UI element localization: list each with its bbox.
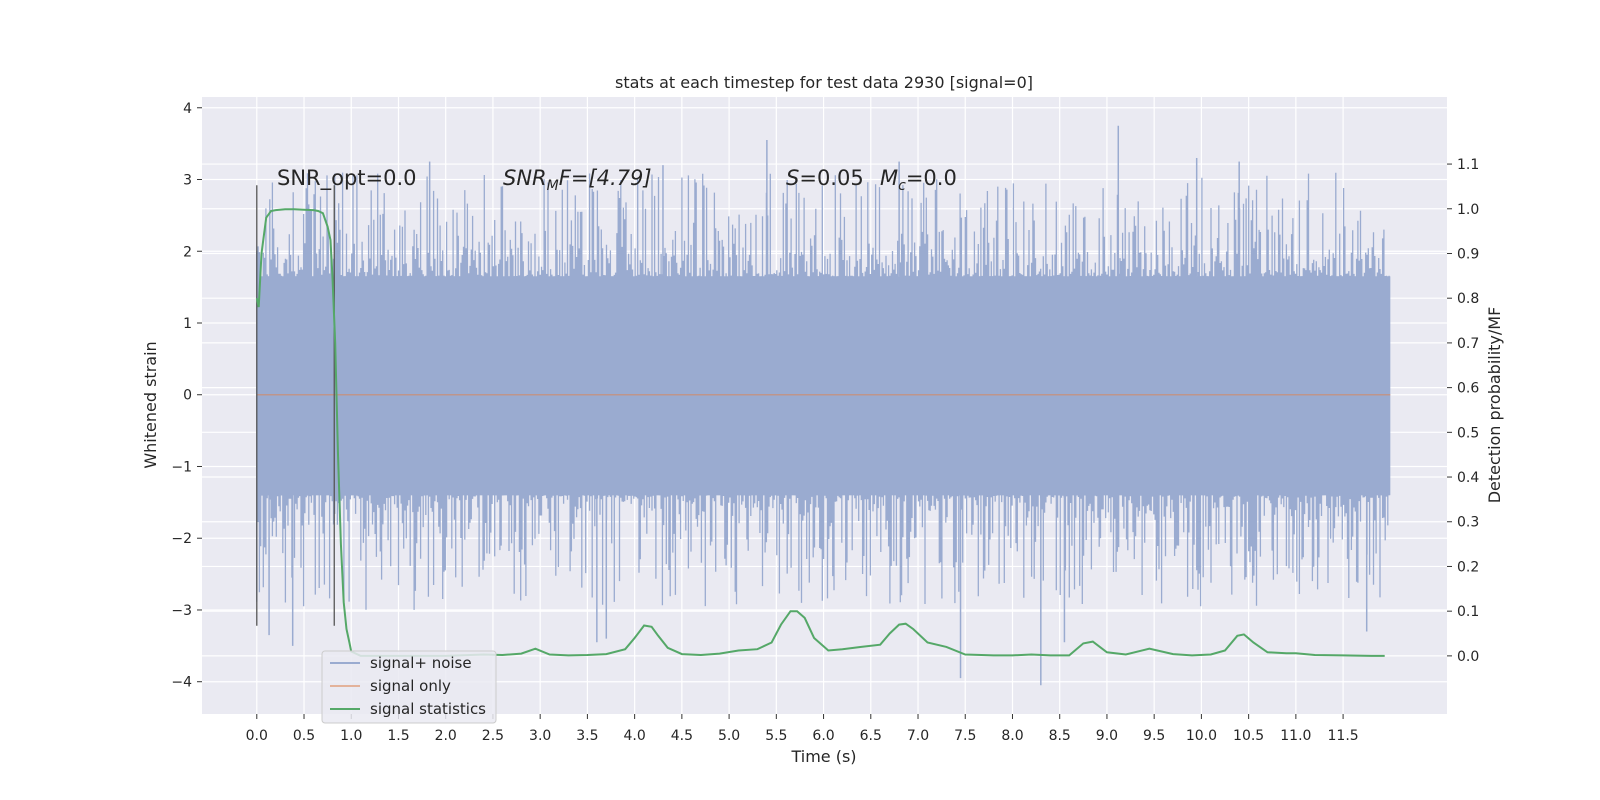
y2-tick-label: 0.6 [1457, 381, 1479, 397]
x-tick-label: 4.0 [623, 728, 645, 744]
signal-noise-series [256, 125, 1391, 686]
y2-tick-label: 0.9 [1457, 246, 1479, 262]
y2-tick-label: 0.4 [1457, 470, 1479, 486]
x-tick-label: 0.5 [293, 728, 315, 744]
y2-tick-label: 0.2 [1457, 559, 1479, 575]
legend-label-signal-only: signal only [370, 677, 451, 695]
legend: signal+ noise signal only signal statist… [321, 650, 497, 724]
x-tick-label: 1.5 [387, 728, 409, 744]
y-tick-label: −3 [171, 603, 192, 619]
x-tick-label: 6.0 [812, 728, 834, 744]
x-tick-label: 7.0 [907, 728, 929, 744]
x-tick-label: 0.0 [246, 728, 268, 744]
legend-box [321, 650, 497, 724]
signal-noise-core [256, 276, 1391, 496]
y2-axis-ticks: 0.0 0.1 0.2 0.3 0.4 0.5 0.6 0.7 0.8 0.9 1.0 1.1 [1447, 157, 1479, 665]
signal-statistics-line [255, 208, 1385, 657]
signal-statistics-series [255, 208, 1385, 657]
y-tick-label: −4 [171, 675, 192, 691]
chart-title: stats at each timestep for test data 293… [615, 73, 1033, 92]
y-axis-ticks: −4 −3 −2 −1 0 1 2 3 4 [171, 101, 202, 691]
y-tick-label: 2 [183, 244, 192, 260]
y-tick-label: 1 [183, 316, 192, 332]
x-tick-label: 5.5 [765, 728, 787, 744]
y2-tick-label: 1.1 [1457, 157, 1479, 173]
x-tick-label: 7.5 [954, 728, 976, 744]
annotation-s: S=0.05 [786, 166, 864, 190]
y-axis-label: Whitened strain [141, 341, 160, 468]
y2-tick-label: 1.0 [1457, 202, 1479, 218]
x-tick-label: 8.5 [1049, 728, 1071, 744]
y2-tick-label: 0.3 [1457, 515, 1479, 531]
x-tick-label: 5.0 [718, 728, 740, 744]
y-tick-label: 4 [183, 101, 192, 117]
x-tick-label: 4.5 [671, 728, 693, 744]
y2-tick-label: 0.1 [1457, 604, 1479, 620]
x-axis-ticks: 0.0 0.5 1.0 1.5 2.0 2.5 3.0 3.5 4.0 4.5 5.0 5.5 6.0 6… [246, 714, 1359, 744]
x-tick-label: 11.5 [1328, 728, 1359, 744]
annotation-mc: Mc=0.0 [880, 166, 957, 194]
y2-tick-label: 0.7 [1457, 336, 1479, 352]
y2-axis-label: Detection probability/MF [1485, 307, 1504, 504]
x-tick-label: 10.0 [1186, 728, 1217, 744]
x-tick-label: 6.5 [860, 728, 882, 744]
annotation-snr-opt: SNR_opt=0.0 [277, 166, 417, 191]
legend-label-signal-noise: signal+ noise [370, 654, 472, 672]
y-tick-label: 3 [183, 173, 192, 189]
y2-tick-label: 0.0 [1457, 649, 1479, 665]
legend-label-signal-statistics: signal statistics [370, 700, 486, 718]
annotations: SNR_opt=0.0 SNRMF=[4.79] S=0.05 Mc=0.0 [277, 166, 957, 194]
vertical-markers [256, 185, 335, 626]
x-tick-label: 3.0 [529, 728, 551, 744]
x-axis-label: Time (s) [790, 747, 856, 766]
x-tick-label: 9.0 [1096, 728, 1118, 744]
y2-tick-label: 0.5 [1457, 425, 1479, 441]
x-tick-label: 1.0 [340, 728, 362, 744]
y2-tick-label: 0.8 [1457, 291, 1479, 307]
y-tick-label: 0 [183, 388, 192, 404]
x-tick-label: 8.0 [1001, 728, 1023, 744]
x-tick-label: 2.5 [482, 728, 504, 744]
y-tick-label: −2 [171, 531, 192, 547]
x-tick-label: 11.0 [1280, 728, 1311, 744]
annotation-snr-mf: SNRMF=[4.79] [503, 166, 652, 194]
x-tick-label: 2.0 [435, 728, 457, 744]
x-tick-label: 10.5 [1233, 728, 1264, 744]
x-tick-label: 9.5 [1143, 728, 1165, 744]
x-tick-label: 3.5 [576, 728, 598, 744]
y-tick-label: −1 [171, 459, 192, 475]
